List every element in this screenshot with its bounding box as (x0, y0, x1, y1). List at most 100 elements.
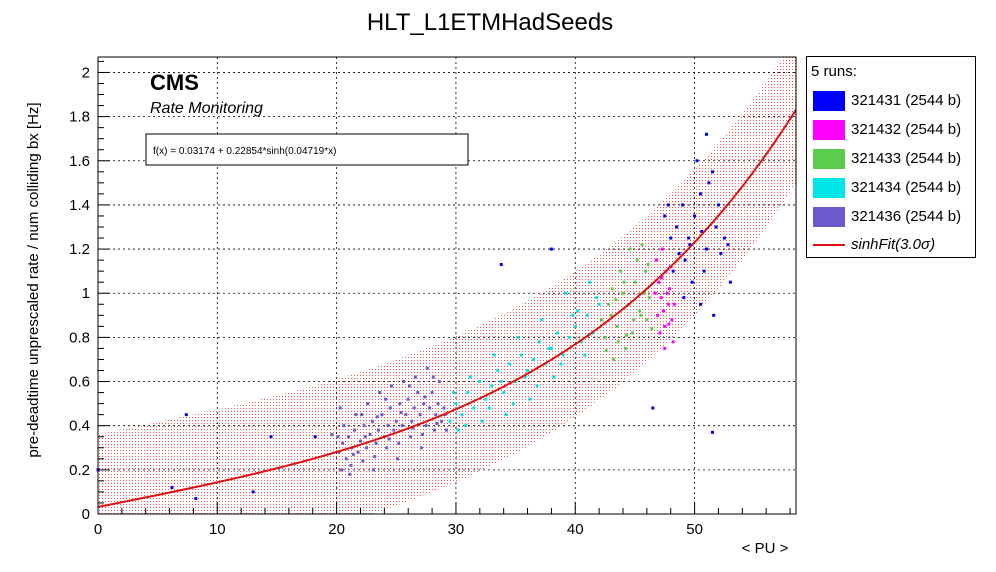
data-point (645, 318, 649, 322)
data-point (356, 450, 360, 454)
data-point (358, 439, 362, 443)
data-point (712, 313, 716, 317)
data-point (702, 269, 706, 273)
data-point (397, 441, 401, 445)
data-point (555, 331, 559, 335)
data-point (424, 424, 428, 428)
data-point (650, 327, 654, 331)
y-tick-label: 1.6 (69, 153, 90, 170)
legend-label: 321431 (2544 b) (851, 92, 962, 109)
data-point (514, 380, 518, 384)
data-point (360, 413, 364, 417)
y-tick-label: 0.4 (69, 418, 90, 435)
data-point (628, 247, 632, 251)
legend-header: 5 runs: (811, 63, 857, 80)
data-point (665, 291, 669, 295)
legend-item-321434: 321434 (2544 b) (813, 176, 973, 200)
data-point (520, 353, 524, 357)
y-tick-label: 2 (82, 64, 90, 81)
legend-item-321433: 321433 (2544 b) (813, 147, 973, 171)
data-point (540, 318, 544, 322)
data-point (671, 269, 675, 273)
chart-title: HLT_L1ETMHadSeeds (367, 9, 613, 36)
legend: 5 runs: 321431 (2544 b) 321432 (2544 b) … (806, 56, 976, 258)
rate-monitoring-label: Rate Monitoring (150, 100, 263, 117)
data-point (688, 243, 692, 247)
data-point (621, 291, 625, 295)
data-point (448, 419, 452, 423)
data-point (623, 346, 627, 350)
data-point (452, 391, 456, 395)
data-point (387, 437, 391, 441)
data-point (341, 441, 345, 445)
data-point (722, 236, 726, 240)
y-tick-label: 0.2 (69, 462, 90, 479)
data-point (635, 258, 639, 262)
fit-curve (97, 109, 797, 508)
data-point (492, 353, 496, 357)
fit-label-box (145, 133, 469, 166)
data-point (619, 269, 623, 273)
data-point (710, 430, 714, 434)
data-point (714, 225, 718, 229)
data-point (537, 340, 541, 344)
data-point (638, 309, 642, 313)
data-point (571, 313, 575, 317)
data-point (416, 391, 420, 395)
data-point (366, 402, 370, 406)
data-point (666, 203, 670, 207)
data-point (668, 287, 672, 291)
x-tick-label: 20 (328, 521, 345, 538)
data-point (421, 433, 425, 437)
data-point (611, 357, 615, 361)
data-point (434, 413, 438, 417)
data-point (251, 490, 255, 494)
data-point (376, 428, 380, 432)
data-point (404, 413, 408, 417)
data-point (607, 302, 611, 306)
data-point (363, 435, 367, 439)
data-point (675, 225, 679, 229)
data-point (468, 375, 472, 379)
data-point (710, 170, 714, 174)
data-point (707, 181, 711, 185)
data-point (677, 251, 681, 255)
data-point (564, 291, 568, 295)
data-point (394, 419, 398, 423)
data-point (354, 413, 358, 417)
data-point (380, 413, 384, 417)
data-point (463, 424, 467, 428)
data-point (528, 397, 532, 401)
data-point (484, 397, 488, 401)
data-point (549, 247, 553, 251)
data-point (384, 397, 388, 401)
data-point (472, 406, 476, 410)
legend-label: 321434 (2544 b) (851, 179, 962, 196)
data-point (662, 309, 666, 313)
data-point (511, 402, 515, 406)
fit-label: f(x) = 0.03174 + 0.22854*sinh(0.04719*x) (153, 146, 336, 157)
data-point (413, 375, 417, 379)
data-point (430, 391, 434, 395)
data-point (478, 380, 482, 384)
data-point (400, 424, 404, 428)
data-point (440, 419, 444, 423)
data-point (516, 335, 520, 339)
data-point (390, 384, 394, 388)
legend-fit-label: sinhFit(3.0σ) (851, 236, 936, 253)
plot-area: 0 10 20 30 40 50 0 0.2 0.4 0.6 0.8 1 1.2 1.4 1.6 1.8 2 (69, 56, 797, 538)
data-point (362, 424, 366, 428)
y-tick-label: 0.6 (69, 374, 90, 391)
x-axis-label: < PU > (742, 540, 789, 557)
data-point (567, 335, 571, 339)
data-point (681, 203, 685, 207)
data-point (653, 291, 657, 295)
data-point (573, 324, 577, 328)
data-point (344, 457, 348, 461)
data-point (502, 391, 506, 395)
data-point (428, 406, 432, 410)
data-point (508, 362, 512, 366)
data-point (460, 413, 464, 417)
data-point (487, 406, 491, 410)
